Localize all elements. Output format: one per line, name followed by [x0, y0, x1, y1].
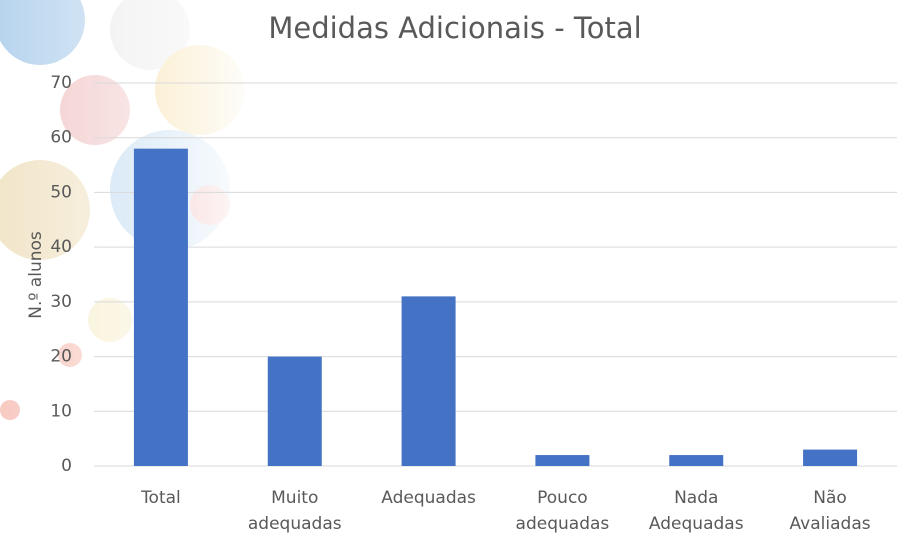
chart: Medidas Adicionais - Total N.º alunos 0 1…: [0, 0, 897, 547]
bar: [803, 450, 857, 466]
bar: [134, 149, 188, 466]
y-axis-label: N.º alunos: [26, 231, 46, 319]
x-tick-label: Adequadas: [381, 488, 476, 508]
y-tick-label: 70: [50, 73, 72, 93]
bar: [669, 455, 723, 466]
bar: [402, 296, 456, 466]
y-tick-label: 60: [50, 128, 72, 148]
y-tick-label: 50: [50, 182, 72, 202]
bar: [268, 357, 322, 466]
bar: [535, 455, 589, 466]
x-tick-label: Total: [140, 488, 181, 508]
y-tick-label: 20: [50, 347, 72, 367]
y-tick-label: 30: [50, 292, 72, 312]
chart-title: Medidas Adicionais - Total: [268, 11, 641, 45]
y-tick-label: 40: [50, 237, 72, 257]
y-tick-label: 0: [61, 456, 72, 476]
y-tick-label: 10: [50, 401, 72, 421]
